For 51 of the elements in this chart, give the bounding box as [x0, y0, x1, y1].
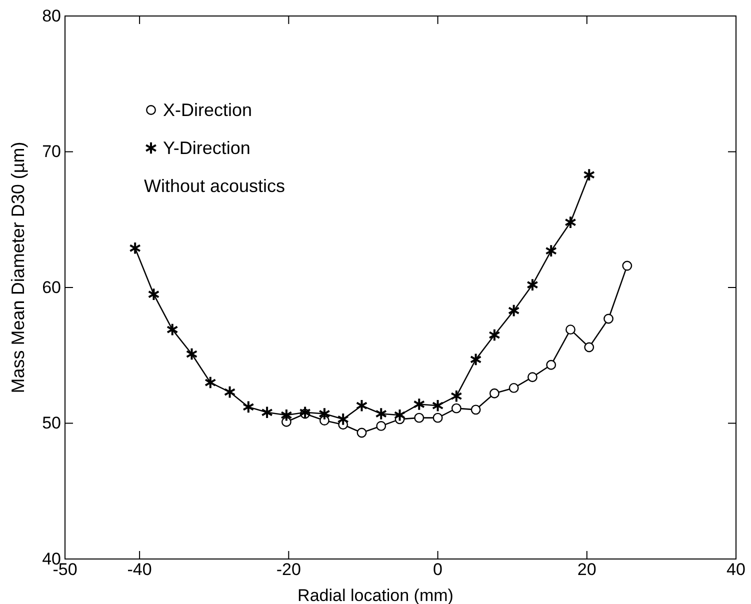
- x-tick-label: 20: [577, 560, 596, 580]
- legend-label: X-Direction: [163, 100, 252, 120]
- y-axis-title: Mass Mean Diameter D30 (µm): [8, 142, 28, 394]
- point: [488, 328, 500, 342]
- point: [508, 304, 520, 318]
- point: [584, 342, 594, 352]
- point: [432, 412, 443, 423]
- point: [470, 352, 482, 366]
- y-tick-label: 70: [42, 142, 61, 162]
- point: [546, 360, 556, 370]
- point: [148, 288, 160, 301]
- annotation: Without acoustics: [144, 176, 286, 196]
- x-tick-label: 0: [433, 560, 443, 580]
- point: [337, 412, 349, 426]
- point: [261, 406, 273, 420]
- point: [450, 389, 462, 403]
- point: [375, 407, 388, 420]
- point: [566, 324, 576, 335]
- point: [583, 168, 596, 182]
- point: [166, 322, 178, 336]
- point: [356, 428, 367, 438]
- x-tick-label: -40: [127, 560, 152, 580]
- point: [299, 406, 311, 420]
- point: [432, 398, 444, 412]
- point: [489, 388, 500, 398]
- point: [526, 278, 538, 292]
- point: [186, 347, 198, 361]
- point: [356, 398, 368, 412]
- point: [394, 408, 406, 422]
- point: [470, 404, 481, 415]
- y-tick-label: 60: [42, 278, 61, 297]
- point: [527, 372, 538, 382]
- point: [564, 216, 576, 229]
- x-tick-label: 40: [726, 560, 746, 580]
- point: [129, 241, 141, 255]
- point: [604, 314, 614, 324]
- point: [622, 260, 632, 271]
- point: [413, 398, 426, 411]
- x-tick-label: -20: [276, 560, 301, 580]
- point: [508, 382, 519, 393]
- point: [242, 400, 254, 414]
- y-tick-label: 50: [42, 414, 61, 433]
- point: [204, 376, 216, 390]
- point: [414, 412, 424, 423]
- point: [451, 403, 462, 414]
- point: [318, 407, 330, 420]
- y-tick-label: 80: [42, 6, 61, 26]
- legend-label: Y-Direction: [163, 138, 250, 158]
- point: [376, 421, 386, 431]
- point: [224, 385, 236, 399]
- point: [545, 244, 558, 258]
